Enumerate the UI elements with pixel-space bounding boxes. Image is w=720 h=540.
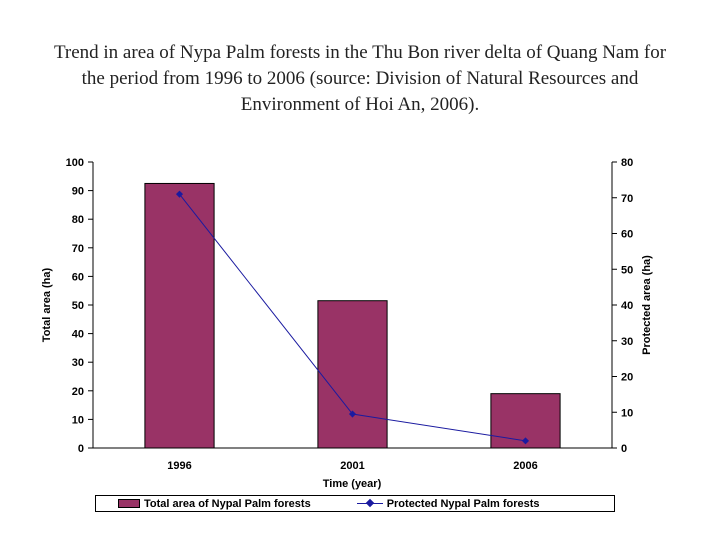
left-tick-label: 100 (66, 157, 84, 169)
line-point-1996 (175, 190, 184, 198)
right-tick-label: 30 (621, 336, 633, 348)
legend-swatch-bar (118, 499, 140, 508)
x-axis-title: Time (year) (323, 478, 382, 490)
legend-swatch-line (356, 499, 383, 508)
right-tick-label: 10 (621, 407, 633, 419)
legend-item-total-area: Total area of Nypal Palm forests (118, 498, 311, 510)
left-tick-label: 60 (72, 271, 84, 283)
left-tick-label: 90 (72, 186, 84, 198)
left-tick-label: 40 (72, 329, 84, 341)
left-tick-label: 10 (72, 414, 84, 426)
left-tick-label: 0 (78, 443, 84, 455)
line-point-2001 (348, 410, 357, 418)
bar-1996 (144, 182, 215, 449)
bar-2001 (317, 300, 388, 449)
right-tick-label: 40 (621, 300, 633, 312)
chart-legend: Total area of Nypal Palm forests Protect… (95, 495, 615, 512)
left-tick-label: 20 (72, 386, 84, 398)
right-tick-label: 80 (621, 157, 633, 169)
left-axis-title: Total area (ha) (41, 267, 53, 342)
x-tick-label: 2001 (340, 460, 364, 472)
legend-label-total-area: Total area of Nypal Palm forests (144, 497, 311, 510)
line-point-2006 (521, 437, 530, 445)
right-axis-title: Protected area (ha) (641, 255, 653, 355)
right-tick-label: 60 (621, 229, 633, 241)
x-tick-label: 1996 (167, 460, 191, 472)
left-tick-label: 80 (72, 214, 84, 226)
chart-title: Trend in area of Nypa Palm forests in th… (53, 42, 667, 115)
left-tick-label: 50 (72, 300, 84, 312)
right-tick-label: 50 (621, 264, 633, 276)
right-tick-label: 20 (621, 372, 633, 384)
left-tick-label: 30 (72, 357, 84, 369)
legend-item-protected: Protected Nypal Palm forests (356, 497, 540, 510)
right-tick-label: 0 (621, 443, 627, 455)
left-tick-label: 70 (72, 243, 84, 255)
x-tick-label: 2006 (513, 460, 537, 472)
legend-label-protected: Protected Nypal Palm forests (386, 497, 540, 510)
right-tick-label: 70 (621, 193, 633, 205)
